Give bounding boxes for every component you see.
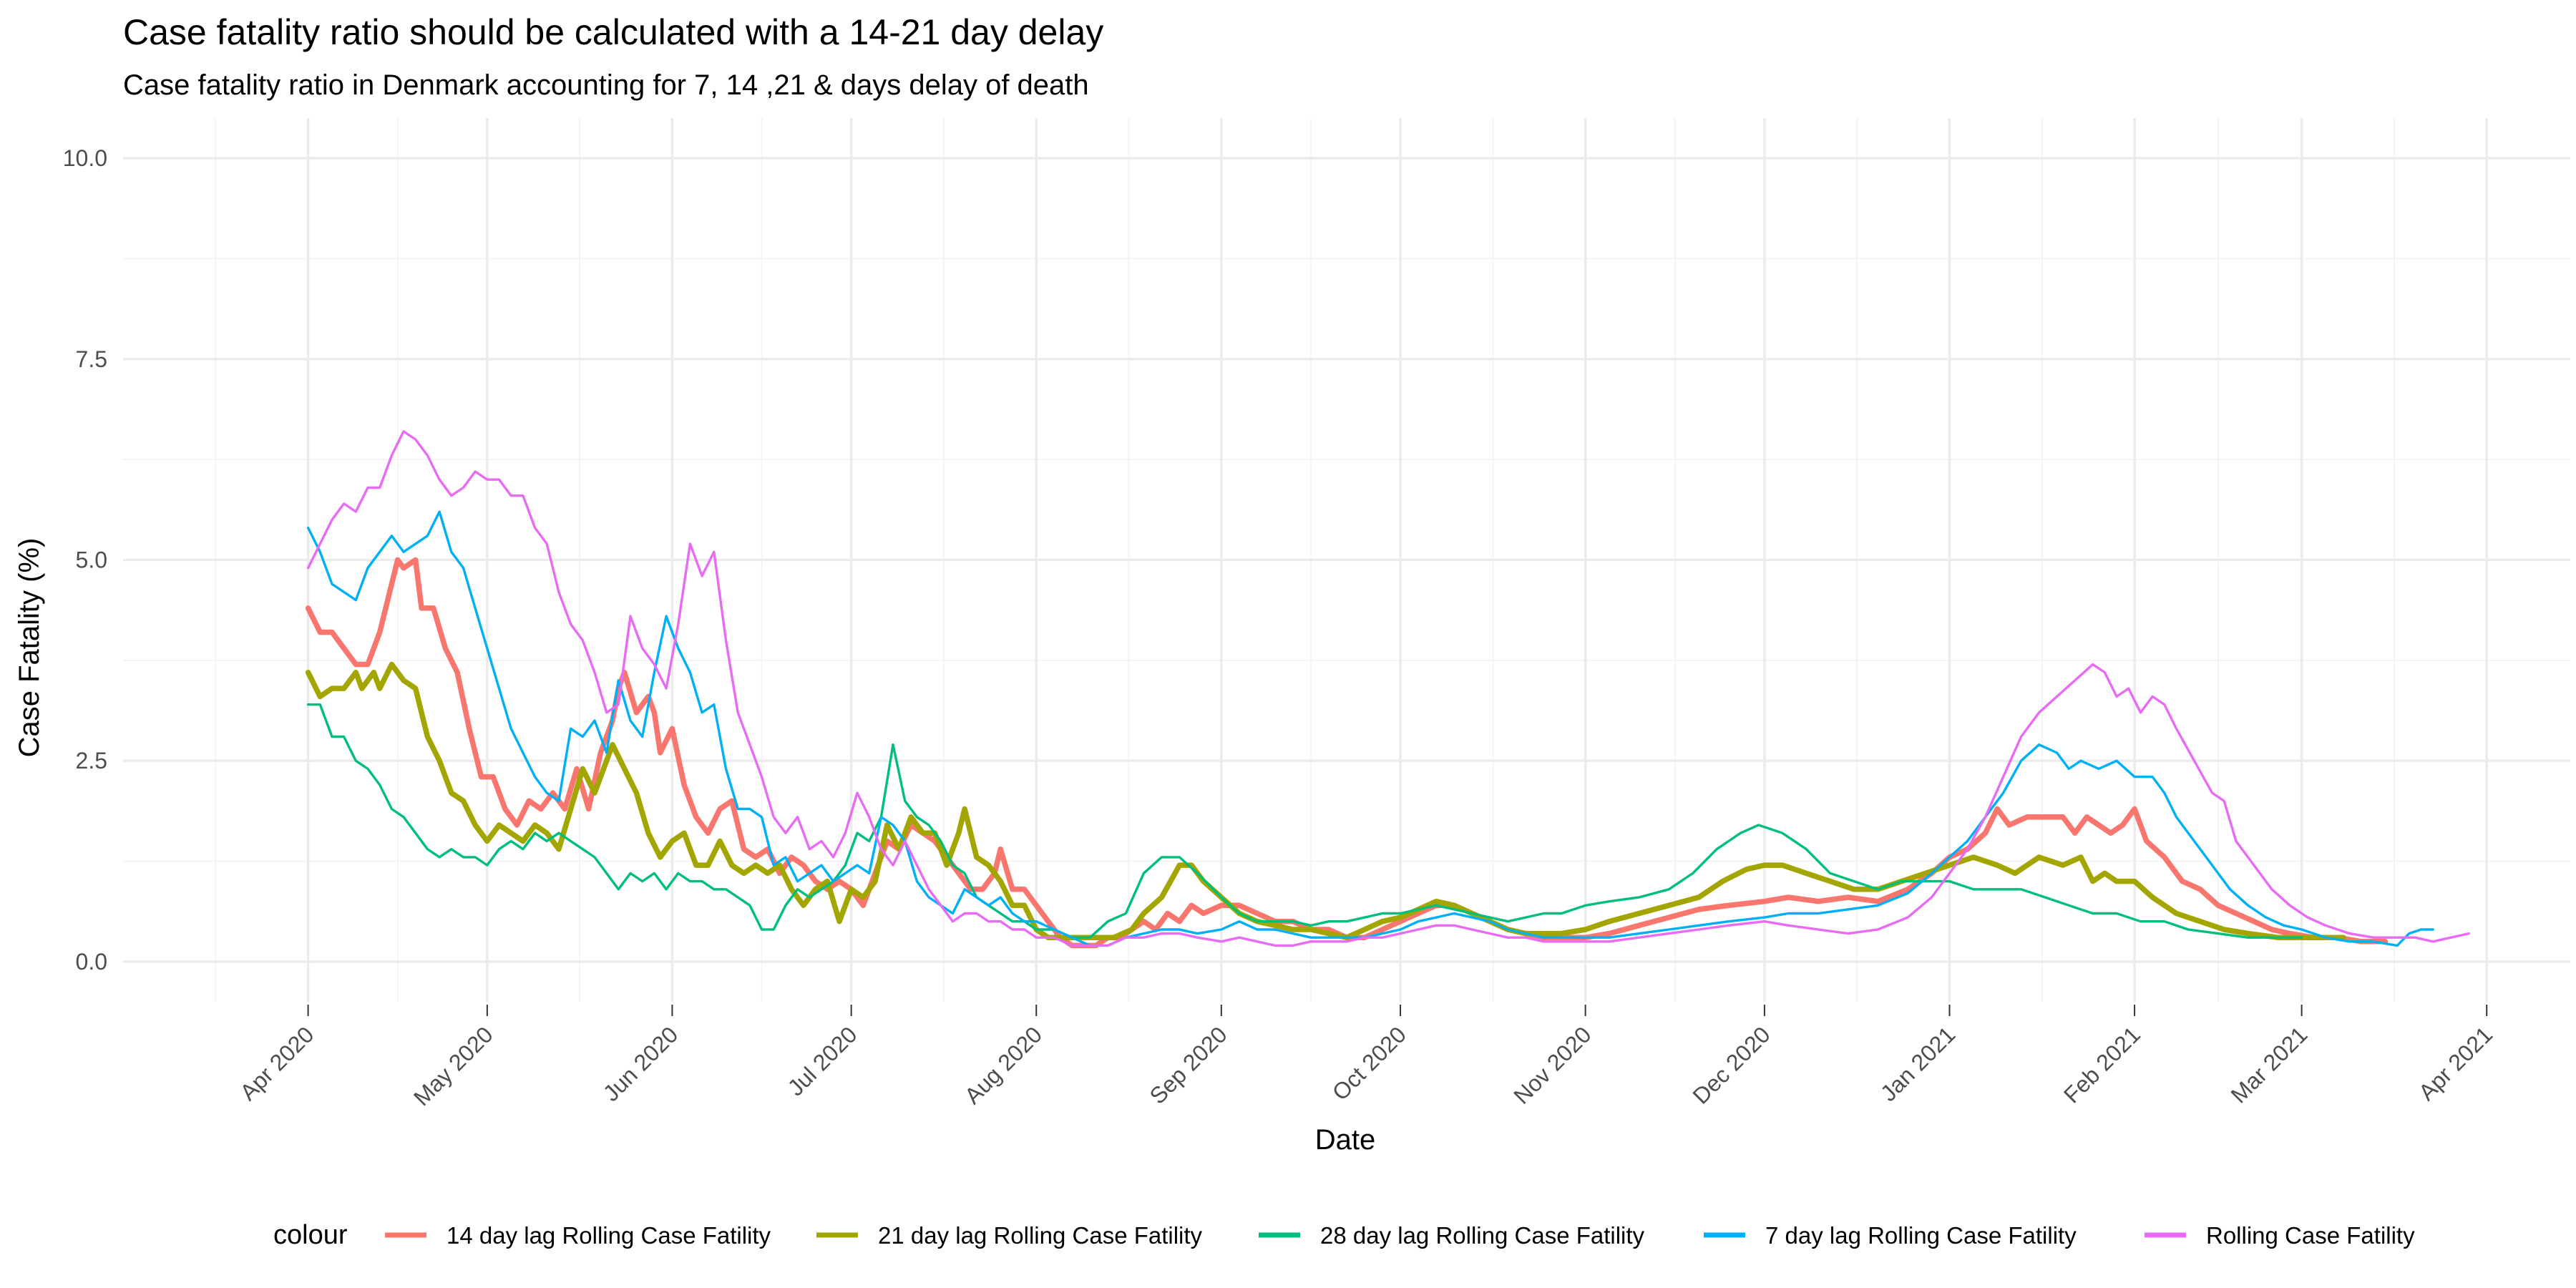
legend-label-1: 14 day lag Rolling Case Fatility — [447, 1222, 771, 1249]
y-tick-label: 0.0 — [76, 949, 107, 975]
legend-label-3: 28 day lag Rolling Case Fatility — [1320, 1222, 1645, 1249]
x-tick-label: Mar 2021 — [2226, 1021, 2313, 1108]
x-tick-label: Jan 2021 — [1875, 1021, 1961, 1106]
legend-label-5: Rolling Case Fatility — [2206, 1222, 2415, 1249]
x-tick-label: Feb 2021 — [2059, 1021, 2145, 1108]
x-tick-label: Dec 2020 — [1688, 1021, 1775, 1108]
x-tick-label: Jun 2020 — [598, 1021, 683, 1106]
y-tick-label: 2.5 — [76, 748, 107, 774]
x-tick-label: Jul 2020 — [783, 1021, 862, 1101]
y-axis-title: Case Fatality (%) — [14, 538, 45, 758]
series-lines — [305, 430, 2470, 949]
legend-title: colour — [273, 1220, 348, 1250]
x-tick-label: Apr 2021 — [2414, 1021, 2497, 1105]
chart-title: Case fatality ratio should be calculated… — [123, 12, 1103, 52]
legend-label-4: 7 day lag Rolling Case Fatility — [1765, 1222, 2077, 1249]
plot-area — [123, 118, 2570, 1002]
major-gridlines — [123, 118, 2570, 1002]
series-line-5 — [306, 430, 2470, 947]
chart-subtitle: Case fatality ratio in Denmark accountin… — [123, 69, 1089, 101]
x-axis-title: Date — [1315, 1124, 1376, 1156]
x-tick-label: Nov 2020 — [1508, 1021, 1596, 1108]
y-tick-label: 7.5 — [76, 346, 107, 372]
legend-items: 14 day lag Rolling Case Fatility 21 day l… — [385, 1222, 2415, 1249]
x-tick-label: Oct 2020 — [1327, 1021, 1411, 1105]
legend: colour 14 day lag Rolling Case Fatility 2… — [273, 1220, 2415, 1250]
x-tick-label: Apr 2020 — [235, 1021, 318, 1105]
y-axis: 0.0 2.5 5.0 7.5 10.0 — [63, 145, 107, 975]
x-tick-label: May 2020 — [409, 1021, 498, 1111]
legend-label-2: 21 day lag Rolling Case Fatility — [878, 1222, 1203, 1249]
y-tick-label: 10.0 — [63, 145, 107, 171]
x-tick-label: Sep 2020 — [1144, 1021, 1231, 1108]
x-tick-label: Aug 2020 — [960, 1021, 1047, 1108]
x-axis: Apr 2020 May 2020 Jun 2020 Jul 2020 Aug 2020… — [235, 1005, 2497, 1111]
y-tick-label: 5.0 — [76, 547, 107, 573]
